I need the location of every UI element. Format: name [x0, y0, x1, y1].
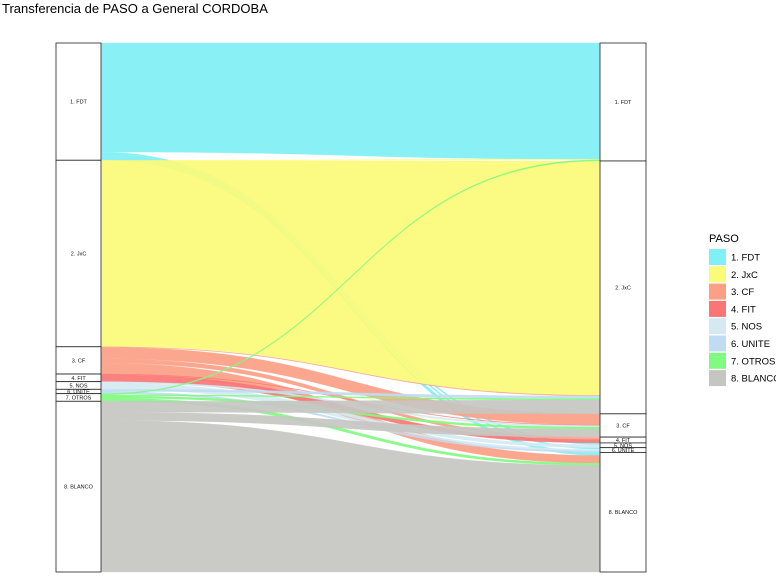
flow-2-jxc-to-1-fdt [100, 159, 601, 161]
legend-swatch-3-cf [709, 283, 726, 300]
left-stratum-label-1-fdt: 1. FDT [70, 100, 87, 106]
legend-swatch-2-jxc [709, 266, 726, 283]
legend-swatch-6-unite [709, 335, 726, 352]
legend: PASO 1. FDT 2. JxC 3. CF 4. FIT 5. NOS 6. UNIT… [709, 233, 776, 387]
right-stratum-label-3-cf: 3. CF [616, 423, 630, 429]
legend-swatch-4-fit [709, 300, 726, 317]
left-stratum-3-cf [55, 346, 102, 375]
legend-label-3-cf: 3. CF [731, 287, 754, 298]
left-stratum-8-blanco [55, 400, 102, 573]
legend-label-6-unite: 6. UNITE [731, 339, 770, 350]
legend-swatch-7-otros [709, 352, 726, 369]
left-stratum-label-6-unite: 6. UNITE [67, 389, 90, 395]
left-stratum-label-7-otros: 7. OTROS [66, 395, 92, 401]
right-stratum-label-1-fdt: 1. FDT [615, 100, 632, 106]
right-stratum-8-blanco [599, 452, 647, 573]
left-stratum-1-fdt [55, 42, 102, 161]
right-stratum-label-4-fit: 4. FIT [616, 438, 631, 444]
left-stratum-2-jxc [55, 159, 102, 348]
legend-title: PASO [709, 233, 739, 245]
right-stratum-label-5-nos: 5. NOS [614, 443, 632, 449]
left-stratum-label-2-jxc: 2. JxC [71, 252, 87, 258]
flow-8-blanco-to-2-jxc [100, 399, 601, 415]
right-stratum-2-jxc [599, 160, 647, 415]
legend-label-4-fit: 4. FIT [731, 304, 756, 315]
legend-label-7-otros: 7. OTROS [731, 356, 775, 367]
left-stratum-label-8-blanco: 8. BLANCO [64, 485, 93, 491]
flows [100, 42, 601, 573]
chart-title: Transferencia de PASO a General CORDOBA [2, 1, 268, 16]
left-stratum-label-3-cf: 3. CF [72, 358, 86, 364]
flow-1-fdt-to-1-fdt [100, 42, 601, 160]
legend-label-5-nos: 5. NOS [731, 322, 762, 333]
legend-swatch-8-blanco [709, 370, 726, 387]
right-stratum-label-8-blanco: 8. BLANCO [609, 510, 638, 516]
right-stratum-label-2-jxc: 2. JxC [615, 285, 631, 291]
left-stratum-label-4-fit: 4. FIT [71, 376, 86, 382]
legend-swatch-1-fdt [709, 249, 726, 265]
legend-swatch-5-nos [709, 318, 726, 335]
right-stratum-label-6-unite: 6. UNITE [612, 448, 635, 454]
legend-label-2-jxc: 2. JxC [731, 270, 758, 281]
legend-label-1-fdt: 1. FDT [731, 253, 760, 264]
legend-label-8-blanco: 8. BLANCO [731, 374, 776, 385]
left-stratum-label-5-nos: 5. NOS [69, 383, 87, 389]
